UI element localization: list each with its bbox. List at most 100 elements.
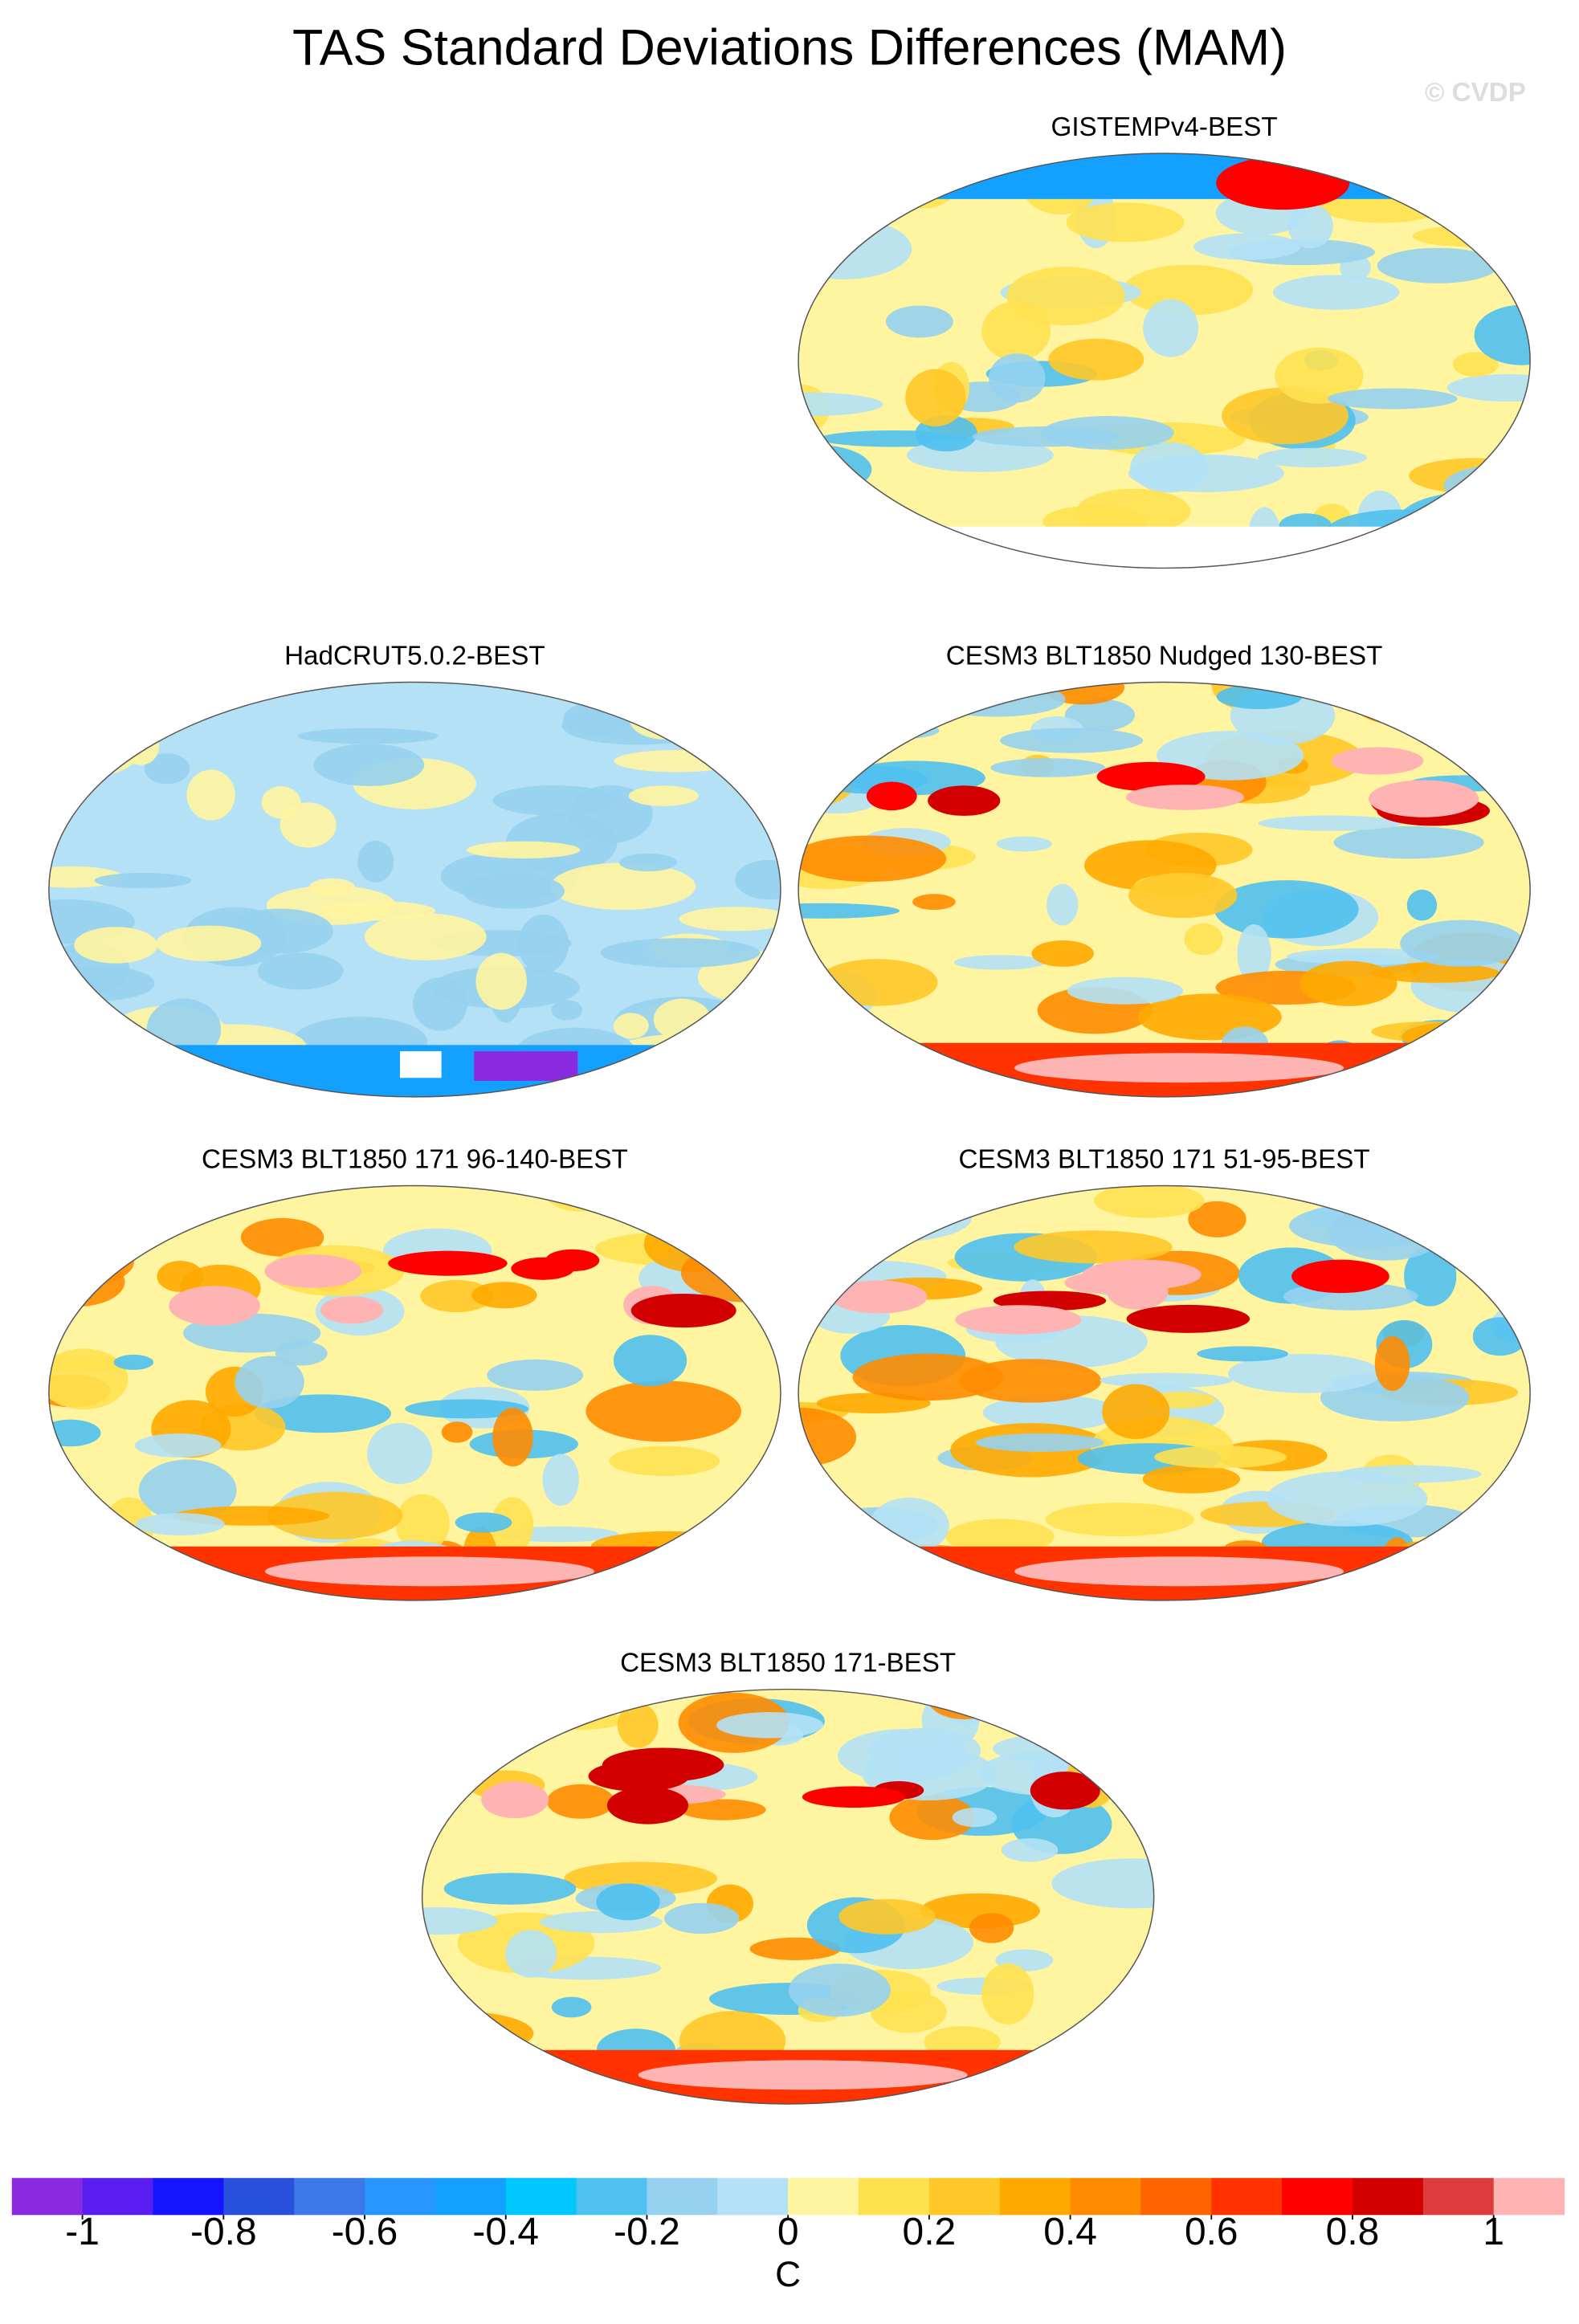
map-blob xyxy=(551,1000,583,1021)
map-outline xyxy=(798,681,1531,1098)
map-blob xyxy=(1406,889,1438,921)
map-blob xyxy=(1333,826,1484,859)
map-blob xyxy=(830,1280,928,1314)
map-blob xyxy=(267,1491,403,1539)
map-blob xyxy=(814,695,913,717)
colorbar-box xyxy=(1352,2178,1424,2216)
map-blob xyxy=(905,369,966,426)
map-blob xyxy=(679,907,781,932)
map-blob xyxy=(724,1069,762,1087)
map-blob xyxy=(1214,880,1359,939)
map-blob xyxy=(518,914,569,974)
map-blob xyxy=(680,1242,781,1303)
map-blob xyxy=(1459,723,1531,769)
map-blob xyxy=(1258,447,1368,468)
map-blob xyxy=(949,1695,982,1727)
map-blob xyxy=(1397,1541,1438,1572)
panel-title: CESM3 BLT1850 Nudged 130-BEST xyxy=(946,641,1383,671)
map-blob xyxy=(992,1733,1120,1764)
map-blob xyxy=(805,199,846,220)
map-blob xyxy=(1437,1020,1531,1080)
colorbar-box xyxy=(82,2178,154,2216)
map-blob xyxy=(420,1279,493,1313)
map-blob xyxy=(364,913,487,960)
map-blob xyxy=(1128,872,1238,919)
map-blob xyxy=(614,749,740,773)
colorbar-box xyxy=(294,2178,365,2216)
map-blob xyxy=(855,722,940,740)
map-blob xyxy=(866,781,917,811)
colorbar-box xyxy=(1140,2178,1212,2216)
colorbar-box xyxy=(153,2178,224,2216)
map-blob xyxy=(1371,963,1500,983)
colorbar-box xyxy=(717,2178,789,2216)
map-blob xyxy=(1197,1346,1288,1362)
colorbar-tick-label: -0.2 xyxy=(614,2211,680,2253)
map-blob xyxy=(545,1249,600,1272)
map-blob xyxy=(652,1185,781,1215)
map-blob xyxy=(596,1883,660,1921)
map-blob xyxy=(618,853,677,872)
colorbar-box xyxy=(505,2178,577,2216)
map-blob xyxy=(1266,1471,1428,1527)
map-blob xyxy=(156,925,262,962)
map-blob xyxy=(1066,202,1185,243)
map-blob xyxy=(982,1395,1120,1431)
map-blob xyxy=(48,682,158,711)
map-blob xyxy=(48,1256,125,1307)
map-outline xyxy=(48,681,781,1098)
map-blob xyxy=(1123,264,1254,316)
map-blob xyxy=(456,2029,524,2087)
map-blob xyxy=(1427,1523,1531,1578)
map-blob xyxy=(100,1213,134,1255)
map-blob xyxy=(475,952,527,1010)
colorbar-tick-label: -0.4 xyxy=(472,2211,539,2253)
map-blob xyxy=(144,753,190,785)
map-blob xyxy=(264,1254,362,1288)
map-blob xyxy=(297,728,439,744)
map xyxy=(798,1185,1531,1600)
map-blob xyxy=(1047,883,1079,926)
map-outline xyxy=(798,153,1531,569)
map-blob xyxy=(492,1407,533,1467)
map-blob xyxy=(972,426,1120,447)
map-blob xyxy=(1143,299,1199,357)
map-blob xyxy=(1193,233,1301,260)
map-blob xyxy=(817,959,938,1006)
map-blob xyxy=(1377,247,1499,283)
map-blob xyxy=(1474,304,1531,365)
colorbar-tick-label: 1 xyxy=(1483,2211,1504,2253)
map-blob xyxy=(74,927,158,964)
map-blob xyxy=(926,682,1066,717)
map-blob xyxy=(1093,1185,1205,1218)
map-blob xyxy=(1067,976,1184,1005)
map-blob xyxy=(551,1996,592,2018)
map-band xyxy=(474,1051,578,1081)
map-blob xyxy=(1448,153,1496,171)
map-band xyxy=(264,1556,594,1587)
map-blob xyxy=(1348,682,1491,726)
map-blob xyxy=(798,444,872,495)
colorbar-box xyxy=(435,2178,507,2216)
map-blob xyxy=(1275,347,1364,404)
map-blob xyxy=(889,1795,976,1841)
map-band xyxy=(1014,1556,1344,1587)
map-blob xyxy=(472,1689,513,1730)
map-blob xyxy=(235,1356,304,1409)
panel-title: CESM3 BLT1850 171 96-140-BEST xyxy=(202,1144,628,1174)
map-blob xyxy=(1096,2061,1130,2104)
map-blob xyxy=(749,1937,842,1960)
map-blob xyxy=(186,769,235,821)
map-blob xyxy=(585,1380,741,1442)
map-blob xyxy=(600,938,761,968)
map-blob xyxy=(869,1497,949,1554)
map-blob xyxy=(422,1746,467,1785)
map-blob xyxy=(981,1963,1034,2024)
map-blob xyxy=(481,1781,549,1819)
map-blob xyxy=(716,1712,824,1739)
map-blob xyxy=(1354,683,1443,725)
map-blob xyxy=(405,1399,529,1419)
map-outline xyxy=(48,1184,781,1601)
map-blob xyxy=(1237,923,1271,984)
map xyxy=(422,1689,1154,2104)
